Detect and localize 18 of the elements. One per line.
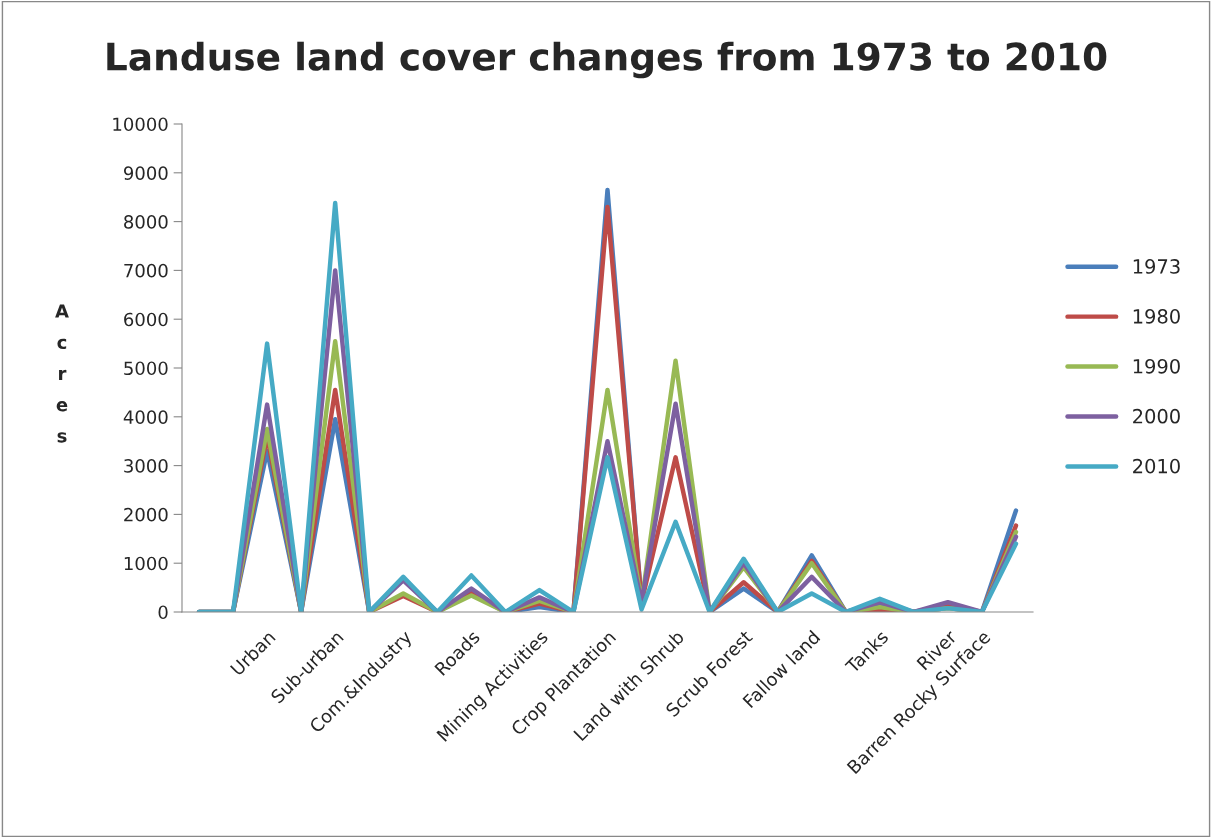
y-tick-label: 6000 [124, 312, 168, 327]
legend-label: 2000 [1133, 408, 1180, 424]
y-tick-label: 5000 [124, 361, 168, 376]
y-tick-label: 1000 [124, 556, 168, 571]
legend-label: 1980 [1133, 309, 1180, 324]
y-tick-label: 8000 [124, 215, 168, 229]
y-tick-label: 4000 [123, 410, 168, 424]
chart-title: Landuse land cover changes from 1973 to 2010 [107, 41, 1107, 79]
y-tick-label: 2000 [124, 507, 168, 522]
y-tick-label: 0 [158, 605, 168, 620]
y-tick-label: 9000 [123, 166, 168, 180]
y-tick-label: 3000 [124, 459, 168, 473]
legend-label: 1990 [1133, 358, 1180, 374]
y-tick-label: 10000 [113, 117, 168, 132]
y-axis-title: Acres [55, 304, 69, 443]
y-tick-label: 7000 [124, 263, 168, 278]
legend-label: 1973 [1133, 259, 1180, 274]
legend-label: 2010 [1133, 458, 1180, 474]
